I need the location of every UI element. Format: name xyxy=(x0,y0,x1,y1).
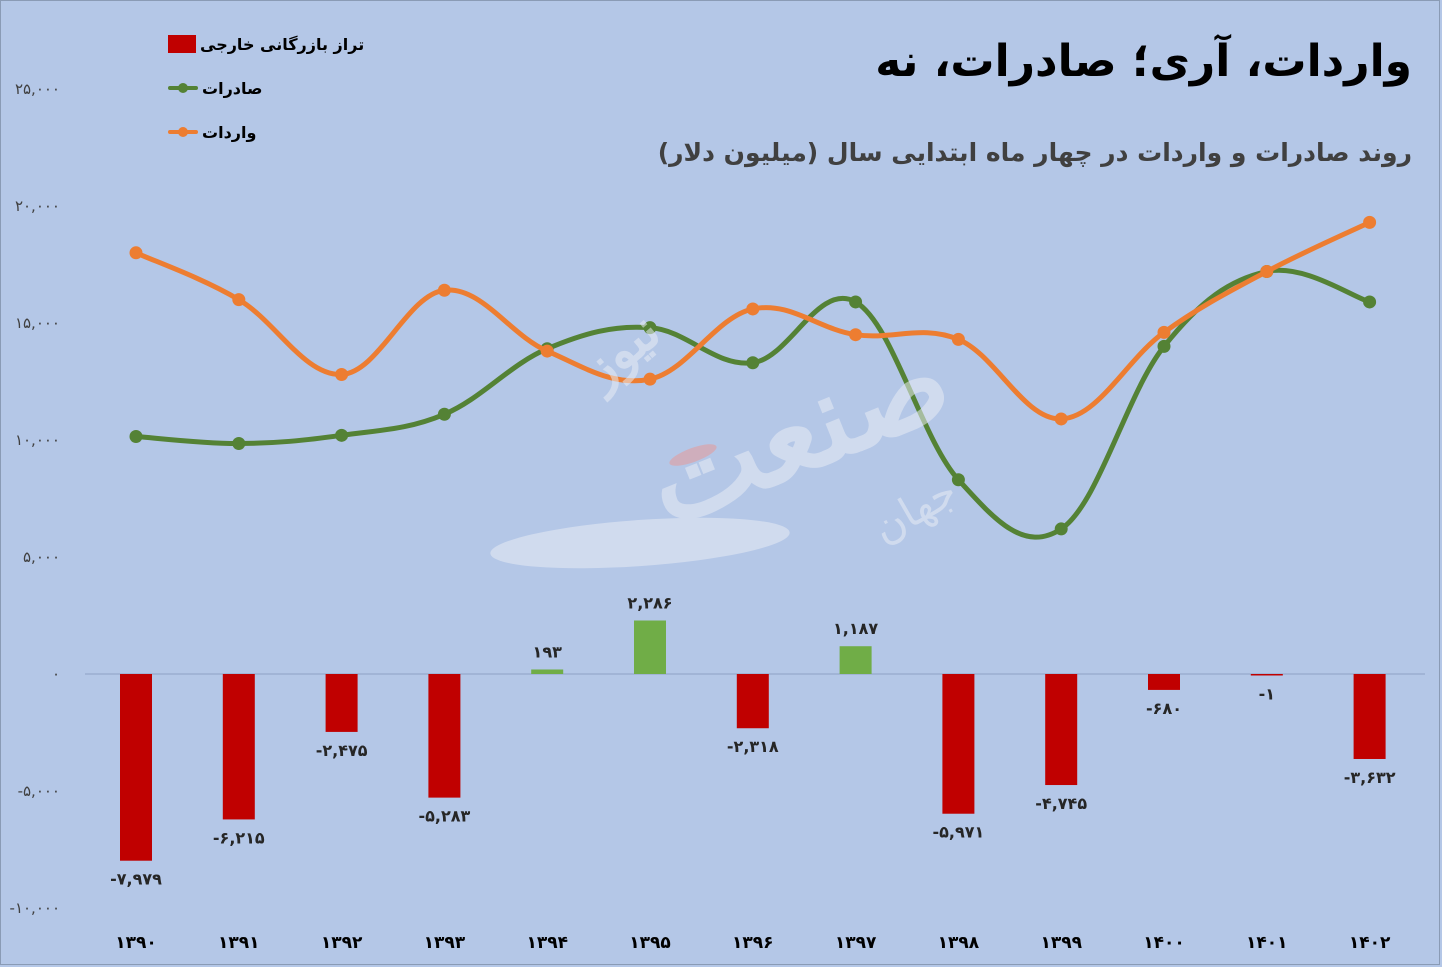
y-tick-label: ۱۰,۰۰۰ xyxy=(15,431,60,449)
balance-data-label: -۱ xyxy=(1259,685,1275,704)
x-tick-label: ۱۳۹۵ xyxy=(629,933,671,953)
balance-bar xyxy=(428,674,461,798)
y-tick-label: ۲۵,۰۰۰ xyxy=(15,80,60,98)
balance-bar xyxy=(942,674,975,814)
x-tick-label: ۱۳۹۲ xyxy=(321,933,363,953)
x-tick-label: ۱۳۹۹ xyxy=(1040,933,1082,953)
imports-series-line xyxy=(133,219,1373,422)
imports-point xyxy=(232,293,246,307)
balance-data-label: ۱,۱۸۷ xyxy=(833,619,878,638)
balance-data-label: -۶۸۰ xyxy=(1146,699,1182,718)
balance-data-label: -۳,۶۳۲ xyxy=(1344,768,1396,787)
y-tick-label: ۰ xyxy=(52,665,60,683)
balance-bar xyxy=(1353,674,1386,759)
exports-point xyxy=(335,428,349,442)
imports-point xyxy=(746,302,760,316)
chart-title: واردات، آری؛ صادرات، نه xyxy=(875,36,1412,87)
exports-point xyxy=(643,321,657,335)
imports-point xyxy=(951,332,965,346)
balance-bar xyxy=(222,674,255,820)
legend-label-imports: واردات xyxy=(202,122,257,142)
imports-point xyxy=(1260,265,1274,279)
balance-bar xyxy=(1148,674,1180,690)
exports-point xyxy=(232,437,246,451)
balance-data-label: -۲,۴۷۵ xyxy=(316,741,368,760)
legend-item-exports: صادرات xyxy=(168,66,364,110)
balance-bar xyxy=(531,669,564,674)
x-tick-label: ۱۴۰۱ xyxy=(1246,933,1288,953)
balance-bar xyxy=(325,674,358,732)
imports-point xyxy=(849,328,863,342)
legend-label-balance: تراز بازرگانی خارجی xyxy=(200,34,365,54)
y-tick-label: ۱۵,۰۰۰ xyxy=(15,314,60,332)
legend-swatch-balance xyxy=(168,35,196,53)
legend-item-imports: واردات xyxy=(168,110,364,154)
imports-point xyxy=(540,344,554,358)
imports-point xyxy=(1157,325,1171,339)
balance-bar xyxy=(120,674,152,861)
balance-data-label: ۱۹۳ xyxy=(533,642,563,661)
x-tick-label: ۱۳۹۱ xyxy=(218,933,260,953)
legend-label-exports: صادرات xyxy=(202,78,263,98)
exports-point xyxy=(1363,295,1377,309)
imports-point xyxy=(1054,412,1068,426)
balance-bar xyxy=(634,620,666,674)
legend-swatch-exports xyxy=(168,79,198,97)
y-tick-label: -۱۰,۰۰۰ xyxy=(10,899,60,917)
exports-point xyxy=(129,429,143,443)
imports-point xyxy=(1363,215,1377,229)
x-tick-label: ۱۳۹۶ xyxy=(732,933,774,953)
exports-point xyxy=(849,295,863,309)
balance-bar xyxy=(1250,674,1283,676)
exports-point xyxy=(1054,522,1068,536)
exports-point xyxy=(1157,339,1171,353)
x-tick-label: ۱۳۹۳ xyxy=(424,933,466,953)
x-tick-label: ۱۳۹۸ xyxy=(938,933,980,953)
balance-data-label: ۲,۲۸۶ xyxy=(627,594,672,613)
chart-subtitle: روند صادرات و واردات در چهار ماه ابتدایی… xyxy=(657,138,1412,167)
legend-item-balance: تراز بازرگانی خارجی xyxy=(168,22,364,66)
imports-point xyxy=(129,246,143,260)
balance-bar xyxy=(839,646,872,674)
balance-data-label: -۵,۲۸۳ xyxy=(419,807,471,826)
balance-data-label: -۴,۷۴۵ xyxy=(1035,794,1087,813)
balance-data-label: -۷,۹۷۹ xyxy=(110,870,162,889)
x-tick-label: ۱۳۹۷ xyxy=(835,933,877,953)
chart-legend: تراز بازرگانی خارجی صادرات واردات xyxy=(168,22,364,154)
legend-swatch-imports xyxy=(168,123,198,141)
x-tick-label: ۱۴۰۲ xyxy=(1349,933,1391,953)
x-tick-label: ۱۴۰۰ xyxy=(1143,933,1185,953)
imports-point xyxy=(643,372,657,386)
balance-bar xyxy=(736,674,769,729)
exports-point xyxy=(437,407,451,421)
y-tick-label: ۲۰,۰۰۰ xyxy=(15,197,60,215)
imports-point xyxy=(335,367,349,381)
balance-bar xyxy=(1045,674,1078,786)
balance-data-label: -۵,۹۷۱ xyxy=(933,823,985,842)
y-tick-label: -۵,۰۰۰ xyxy=(18,782,60,800)
exports-point xyxy=(951,473,965,487)
y-tick-label: ۵,۰۰۰ xyxy=(23,548,60,566)
balance-data-label: -۶,۲۱۵ xyxy=(213,828,265,847)
x-tick-label: ۱۳۹۰ xyxy=(115,933,157,953)
exports-point xyxy=(746,356,760,370)
balance-data-label: -۲,۳۱۸ xyxy=(727,737,779,756)
imports-point xyxy=(437,283,451,297)
x-tick-label: ۱۳۹۴ xyxy=(526,933,568,953)
